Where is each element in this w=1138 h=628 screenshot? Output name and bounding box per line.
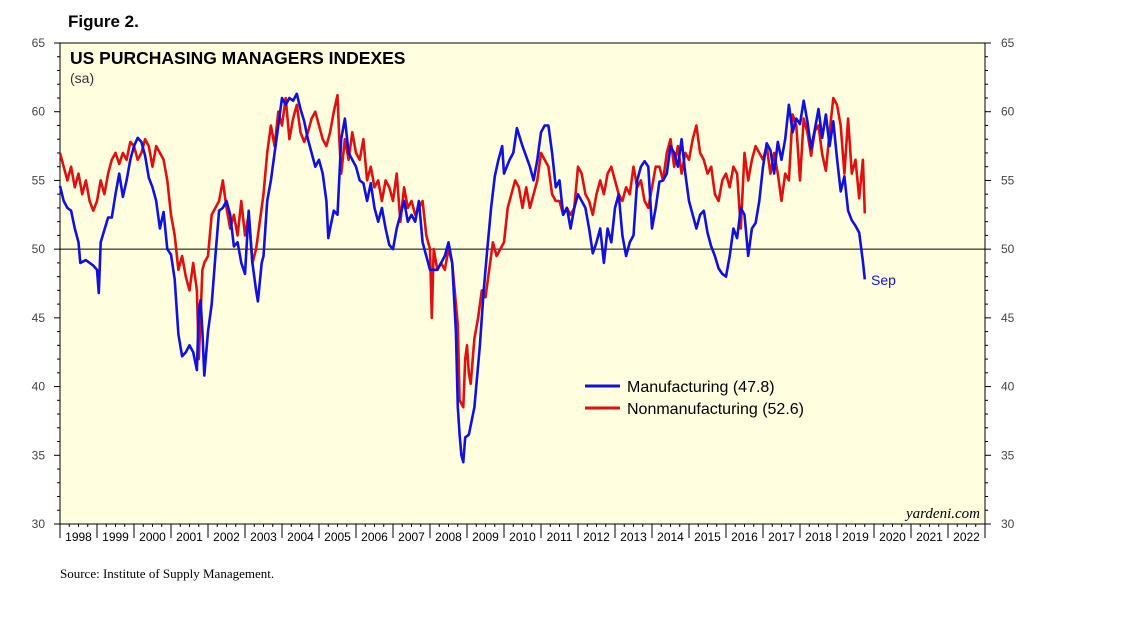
y-tick-label-right-30: 30 <box>1001 517 1015 531</box>
x-tick-label-2005: 2005 <box>324 530 351 544</box>
y-tick-label-right-45: 45 <box>1001 311 1015 325</box>
y-tick-label-right-65: 65 <box>1001 36 1015 50</box>
y-tick-label-left-40: 40 <box>32 380 46 394</box>
x-tick-label-2003: 2003 <box>250 530 277 544</box>
source-note: Source: Institute of Supply Management. <box>60 566 275 581</box>
x-tick-label-2020: 2020 <box>879 530 906 544</box>
x-tick-label-2018: 2018 <box>805 530 832 544</box>
series-layer <box>58 92 867 464</box>
legend-label-nonmanufacturing: Nonmanufacturing (52.6) <box>627 401 804 418</box>
legend: Manufacturing (47.8) Nonmanufacturing (5… <box>585 379 804 418</box>
credit-watermark: yardeni.com <box>904 506 980 522</box>
x-tick-label-2022: 2022 <box>953 530 980 544</box>
x-tick-label-2001: 2001 <box>176 530 203 544</box>
plot-background <box>59 42 986 525</box>
chart-subtitle: (sa) <box>70 70 94 86</box>
x-axis: 1998 1999 2000 2001 2002 2003 2004 2005 2006 2007… <box>59 524 986 544</box>
y-tick-label-right-35: 35 <box>1001 448 1015 462</box>
x-tick-label-2014: 2014 <box>657 530 684 544</box>
x-tick-label-2010: 2010 <box>509 530 536 544</box>
chart-title: US PURCHASING MANAGERS INDEXES <box>70 48 405 68</box>
figure-label: Figure 2. <box>68 12 139 31</box>
series-line-manufacturing <box>58 92 867 464</box>
y-tick-label-left-50: 50 <box>32 242 46 256</box>
y-tick-label-left-35: 35 <box>32 448 46 462</box>
x-tick-label-2000: 2000 <box>139 530 166 544</box>
x-tick-label-2002: 2002 <box>213 530 240 544</box>
x-tick-label-1998: 1998 <box>65 530 92 544</box>
y-tick-label-right-60: 60 <box>1001 105 1015 119</box>
x-tick-label-2016: 2016 <box>731 530 758 544</box>
x-tick-label-2012: 2012 <box>583 530 610 544</box>
x-tick-label-2004: 2004 <box>287 530 314 544</box>
x-tick-label-2006: 2006 <box>361 530 388 544</box>
y-tick-label-left-60: 60 <box>32 105 46 119</box>
y-axis-left: 30 35 40 45 50 55 60 65 <box>32 36 60 531</box>
x-tick-label-2011: 2011 <box>547 530 573 544</box>
y-axis-right: 30 35 40 45 50 55 60 65 <box>985 36 1015 531</box>
y-tick-label-right-40: 40 <box>1001 380 1015 394</box>
x-tick-label-2021: 2021 <box>916 530 943 544</box>
x-tick-label-2007: 2007 <box>398 530 425 544</box>
y-tick-label-left-55: 55 <box>32 173 46 187</box>
x-tick-label-2013: 2013 <box>620 530 647 544</box>
x-tick-label-2008: 2008 <box>435 530 462 544</box>
y-tick-label-left-30: 30 <box>32 517 46 531</box>
y-tick-label-right-50: 50 <box>1001 242 1015 256</box>
x-tick-label-1999: 1999 <box>102 530 129 544</box>
x-tick-label-2019: 2019 <box>842 530 869 544</box>
x-tick-label-2009: 2009 <box>472 530 499 544</box>
legend-label-manufacturing: Manufacturing (47.8) <box>627 379 775 396</box>
annotation-sep: Sep <box>871 272 896 288</box>
x-tick-label-2017: 2017 <box>768 530 795 544</box>
x-tick-label-2015: 2015 <box>694 530 721 544</box>
y-tick-label-left-45: 45 <box>32 311 46 325</box>
y-tick-label-right-55: 55 <box>1001 173 1015 187</box>
y-tick-label-left-65: 65 <box>32 36 46 50</box>
